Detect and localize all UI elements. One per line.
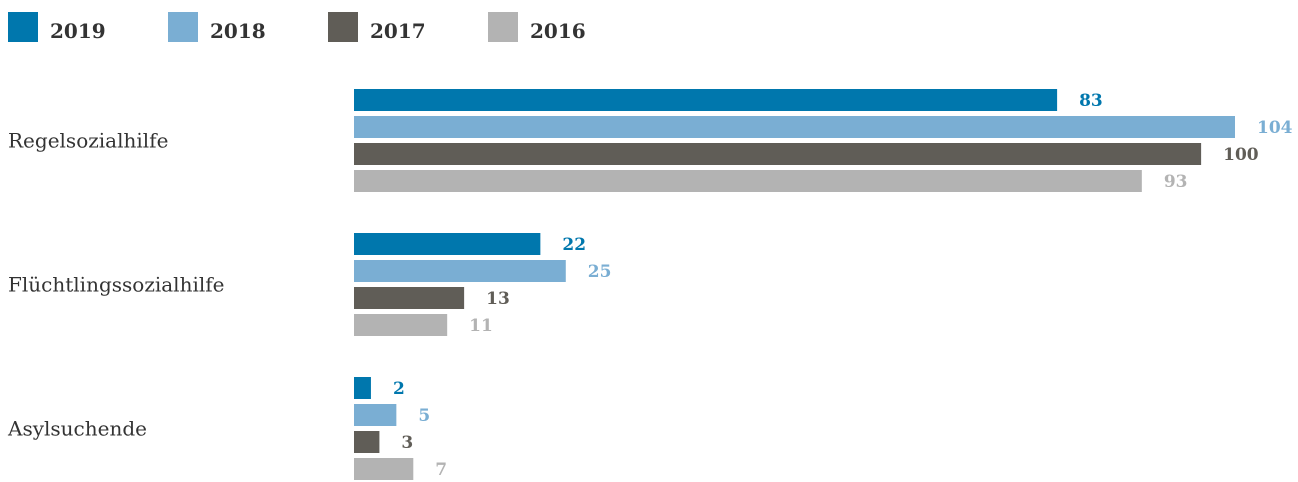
data-label: 93 — [1164, 172, 1188, 192]
bar-2019 — [354, 233, 541, 255]
bar-2016 — [354, 314, 448, 336]
bar-2017 — [354, 143, 1202, 165]
legend-swatch — [168, 12, 198, 42]
legend-label: 2019 — [50, 19, 106, 43]
data-label: 7 — [435, 460, 447, 480]
category-label: Flüchtlingssozialhilfe — [8, 273, 224, 297]
bar-2018 — [354, 116, 1235, 138]
data-label: 3 — [401, 433, 413, 453]
category-label: Asylsuchende — [7, 417, 147, 441]
data-label: 2 — [393, 379, 405, 399]
legend-swatch — [8, 12, 38, 42]
bar-2018 — [354, 260, 566, 282]
legend-label: 2018 — [210, 19, 266, 43]
legend-swatch — [488, 12, 518, 42]
legend-label: 2016 — [530, 19, 586, 43]
bar-2016 — [354, 170, 1142, 192]
data-label: 13 — [486, 289, 510, 309]
legend-swatch — [328, 12, 358, 42]
data-label: 22 — [562, 235, 586, 255]
legend-label: 2017 — [370, 19, 426, 43]
category-label: Regelsozialhilfe — [8, 129, 168, 153]
data-label: 100 — [1223, 145, 1259, 165]
bar-2019 — [354, 89, 1058, 111]
bar-2017 — [354, 431, 380, 453]
bar-2019 — [354, 377, 371, 399]
bar-2018 — [354, 404, 397, 426]
data-label: 25 — [588, 262, 612, 282]
data-label: 104 — [1257, 118, 1293, 138]
bar-2016 — [354, 458, 414, 480]
bar-2017 — [354, 287, 465, 309]
data-label: 11 — [469, 316, 493, 336]
data-label: 5 — [418, 406, 430, 426]
data-label: 83 — [1079, 91, 1103, 111]
